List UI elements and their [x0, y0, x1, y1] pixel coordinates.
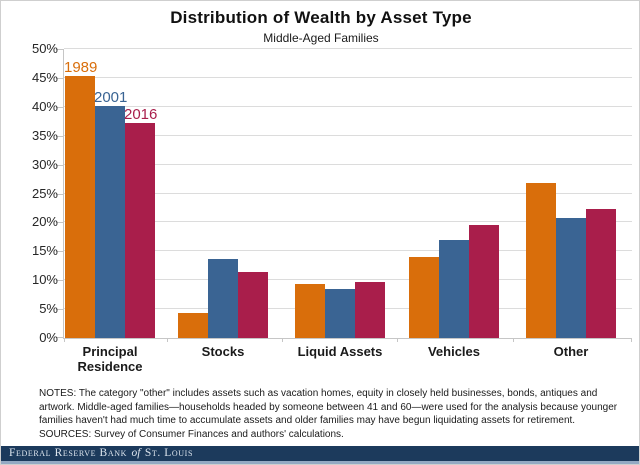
x-axis-tick [64, 338, 65, 342]
plot-area: 0% 5% 10% 15% 20% 25% 30% 35% 40% 45% 50% 1989 2001 2… [32, 41, 632, 374]
bar [95, 106, 125, 338]
footer-bar: Federal Reserve Bank of St. Louis [1, 446, 639, 464]
bar [586, 209, 616, 338]
bar [65, 76, 95, 338]
y-axis-tick [56, 135, 63, 137]
gridline [64, 221, 632, 223]
series-label: 2001 [94, 89, 128, 106]
y-axis-label: 20% [31, 214, 58, 230]
bar-group: 1989 2001 2016 [64, 49, 158, 338]
notes-block: NOTES: The category "other" includes ass… [39, 387, 629, 441]
category-label: Other [553, 344, 589, 359]
page-title: Distribution of Wealth by Asset Type [170, 8, 472, 27]
x-axis-tick [513, 338, 514, 342]
x-axis-tick [397, 338, 398, 342]
bar-group [409, 49, 499, 338]
y-axis-tick [56, 309, 63, 311]
y-axis-tick [56, 280, 63, 282]
series-label: 1989 [64, 59, 98, 76]
gridline [64, 105, 632, 107]
footer-brand-of: of [131, 447, 141, 459]
x-axis-tick [282, 338, 283, 342]
bar [125, 123, 155, 338]
gridline [64, 163, 632, 165]
y-axis-label: 5% [39, 301, 58, 317]
notes-line: NOTES: The category "other" includes ass… [39, 388, 598, 399]
y-axis-label: 50% [31, 41, 58, 56]
footer-brand-part2: St. Louis [144, 447, 194, 459]
category-label: Liquid Assets [297, 344, 383, 359]
bar [208, 259, 238, 338]
chart-subtitle: Middle-Aged Families [263, 31, 379, 45]
y-axis-tick [56, 251, 63, 253]
y-axis-tick [56, 193, 63, 195]
bar [238, 272, 268, 338]
y-axis-tick [56, 77, 63, 79]
y-axis-label: 40% [31, 98, 58, 114]
notes-line: families haven't had much time to accumu… [39, 415, 576, 426]
y-axis-tick [56, 49, 63, 50]
gridline [64, 134, 632, 136]
y-axis-tick [56, 164, 63, 166]
footer-accent-strip [1, 461, 639, 464]
bar [526, 183, 556, 338]
gridline [64, 192, 632, 194]
y-axis-label: 30% [31, 156, 58, 172]
bar [469, 225, 499, 338]
bar-group [526, 49, 616, 338]
series-label: 2016 [124, 106, 158, 123]
sources-line: SOURCES: Survey of Consumer Finances and… [39, 428, 344, 440]
y-axis-label: 0% [39, 330, 58, 345]
gridline [64, 48, 632, 49]
y-axis-tick [56, 106, 63, 108]
y-axis-tick [56, 337, 63, 338]
bar [325, 289, 355, 338]
bar [178, 313, 208, 338]
x-axis-tick [631, 338, 632, 342]
gridline [64, 279, 632, 281]
notes-line: artwork. Middle-aged families—households… [39, 401, 618, 413]
gridline [64, 250, 632, 252]
gridline [64, 76, 632, 78]
footer-brand-part1: Federal Reserve Bank [9, 447, 127, 459]
y-axis-label: 35% [31, 127, 58, 143]
bar [409, 257, 439, 338]
category-label: Stocks [201, 344, 245, 359]
category-label: Vehicles [427, 344, 481, 359]
y-axis-label: 15% [31, 243, 58, 259]
bar [355, 282, 385, 338]
bar [295, 284, 325, 338]
bar-group [178, 49, 268, 338]
bar-group [295, 49, 385, 338]
footer-brand: Federal Reserve Bank of St. Louis [9, 447, 193, 459]
footer-navy-band [1, 446, 639, 461]
y-axis-label: 10% [31, 272, 58, 288]
category-label: Principal Residence [77, 344, 143, 374]
y-axis-tick [56, 222, 63, 224]
bar [439, 240, 469, 338]
y-axis-label: 25% [31, 185, 58, 201]
y-axis-label: 45% [31, 69, 58, 85]
x-axis-tick [167, 338, 168, 342]
bar [556, 218, 586, 338]
